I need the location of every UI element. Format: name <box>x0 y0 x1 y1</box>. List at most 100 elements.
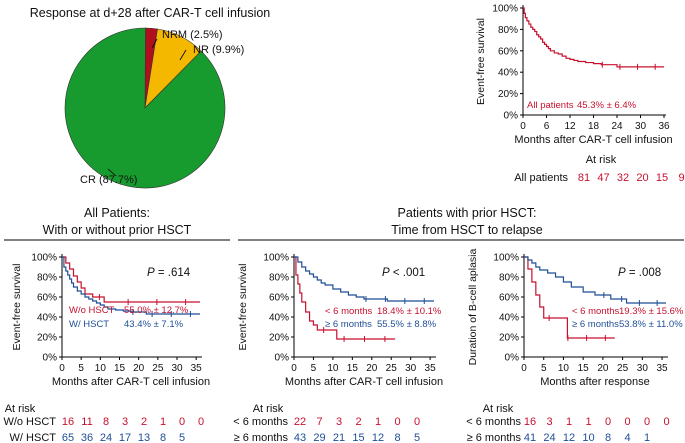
efs_hsct-series-line-0 <box>62 256 200 303</box>
efs_hsct-at-risk-value: 3 <box>122 416 128 428</box>
efs_time-xtick-label: 10 <box>327 363 339 374</box>
efs_time-ytick-label: 100% <box>263 253 289 264</box>
bcell-p-label: P <box>618 267 626 279</box>
efs_time-at-risk-value: 0 <box>394 416 400 428</box>
bcell-xtick-label: 25 <box>617 363 629 374</box>
bcell-xtick-label: 10 <box>558 363 570 374</box>
efs_hsct-xtick-label: 5 <box>78 363 84 374</box>
efs_all-at-risk-value: 81 <box>578 172 590 184</box>
efs_time-xtick-label: 25 <box>386 363 398 374</box>
efs_time-series-line-1 <box>294 256 434 302</box>
bcell-at-risk-value: 8 <box>605 432 611 443</box>
efs_all-legend-value-0: 45.3% ± 6.4% <box>577 100 637 111</box>
bcell-ytick-label: 20% <box>499 333 519 344</box>
efs_time-p-value: P < .001 <box>382 267 425 279</box>
efs_all-xtick-label: 30 <box>635 121 647 132</box>
efs_hsct-ytick-label: 20% <box>37 333 57 344</box>
efs_time-ytick-label: 20% <box>269 333 289 344</box>
bcell-at-risk-value: 24 <box>543 432 555 443</box>
section-title-hsct-2: Time from HSCT to relapse <box>391 223 542 237</box>
bcell-ytick-label: 40% <box>499 313 519 324</box>
efs_time-xtick-label: 0 <box>291 363 297 374</box>
efs_all-at-risk-label: All patients <box>514 172 568 184</box>
efs_time-at-risk-value: 29 <box>313 432 325 443</box>
efs_time-at-risk-value: 0 <box>414 416 420 428</box>
efs_hsct-p-number: = .614 <box>155 267 191 279</box>
efs_all-xtick-label: 36 <box>658 121 670 132</box>
section-title-hsct-1: Patients with prior HSCT: <box>398 206 537 220</box>
pie-label-nrm: NRM (2.5%) <box>162 29 223 41</box>
efs_time-at-risk-value: 21 <box>333 432 345 443</box>
pie-chart: Response at d+28 after CAR-T cell infusi… <box>30 6 270 189</box>
efs_hsct-at-risk-value: 8 <box>103 416 109 428</box>
efs_hsct-at-risk-value: 2 <box>141 416 147 428</box>
efs_all-legend-name-0: All patients <box>527 100 574 111</box>
efs_hsct-legend-name-1: W/ HSCT <box>69 319 109 330</box>
pie-label-cr: CR (87.7%) <box>80 174 137 186</box>
efs_all-xtick-label: 24 <box>611 121 623 132</box>
bcell-p-number: = .008 <box>626 267 662 279</box>
bcell-p-value: P = .008 <box>618 267 661 279</box>
efs_hsct-p-value: P = .614 <box>147 267 191 279</box>
efs_hsct-xtick-label: 0 <box>59 363 65 374</box>
efs_hsct-at-risk-value: 0 <box>198 416 204 428</box>
efs_hsct-at-risk-value: 16 <box>62 416 74 428</box>
bcell-ytick-label: 100% <box>493 253 519 264</box>
efs_hsct-xtick-label: 35 <box>191 363 203 374</box>
efs_hsct-legend-value-1: 43.4% ± 7.1% <box>124 319 184 330</box>
efs_time-xtick-label: 30 <box>405 363 417 374</box>
efs_time-at-risk-value: 7 <box>316 416 322 428</box>
efs_hsct-legend-value-0: 55.0% ± 12.7% <box>124 305 189 316</box>
pie-leader-cr <box>107 168 117 177</box>
efs_time-ytick-label: 40% <box>269 313 289 324</box>
efs_all-xtick-label: 6 <box>544 121 550 132</box>
efs_time-p-number: < .001 <box>390 267 426 279</box>
efs_hsct-at-risk-label: W/ HSCT <box>10 432 57 443</box>
bcell-at-risk-value: 1 <box>644 432 650 443</box>
efs_time-at-risk-value: 15 <box>352 432 364 443</box>
efs_all-at-risk-value: 32 <box>617 172 629 184</box>
bcell-legend-value-1: 53.8% ± 11.0% <box>619 319 683 330</box>
bcell-at-risk-value: 4 <box>624 432 630 443</box>
efs_time-ytick-label: 60% <box>269 293 289 304</box>
efs_all-ylabel: Event-free survival <box>475 18 487 105</box>
pie-leader-nr <box>179 49 187 61</box>
efs_time-xtick-label: 5 <box>311 363 317 374</box>
efs_all-at-risk-header: At risk <box>586 154 617 166</box>
efs_time-at-risk-value: 22 <box>294 416 306 428</box>
bcell-legend-value-0: 19.3% ± 15.6% <box>619 306 684 317</box>
efs_time-at-risk-value: 1 <box>375 416 381 428</box>
efs_hsct-at-risk-header: At risk <box>5 403 36 415</box>
bcell-ytick-label: 60% <box>499 293 519 304</box>
efs_hsct-at-risk-value: 24 <box>100 432 112 443</box>
bcell-at-risk-value: 1 <box>566 416 572 428</box>
efs_hsct-at-risk-value: 11 <box>81 416 92 428</box>
efs_all-at-risk-value: 15 <box>656 172 668 184</box>
efs_hsct-p-label: P <box>147 267 155 279</box>
bcell-xtick-label: 30 <box>637 363 649 374</box>
efs_hsct-xlabel: Months after CAR-T cell infusion <box>52 376 210 388</box>
efs_hsct-at-risk-value: 1 <box>160 416 166 428</box>
bcell-xtick-label: 15 <box>578 363 590 374</box>
bcell-at-risk-value: 1 <box>585 416 591 428</box>
efs_hsct-ytick-label: 80% <box>37 273 57 284</box>
bcell-at-risk-value: 0 <box>644 416 650 428</box>
bcell-at-risk-value: 0 <box>624 416 630 428</box>
efs_all-xlabel: Months after CAR-T cell infusion <box>514 134 672 146</box>
bcell-at-risk-value: 12 <box>563 432 575 443</box>
efs_time-at-risk-value: 43 <box>294 432 306 443</box>
efs_hsct-xtick-label: 25 <box>152 363 164 374</box>
efs_time-xtick-label: 15 <box>347 363 359 374</box>
efs_time-at-risk-value: 12 <box>372 432 384 443</box>
bcell-series-line-1 <box>524 256 666 304</box>
section-title-all-2: With or without prior HSCT <box>43 223 192 237</box>
bcell-at-risk-label: < 6 months <box>466 416 521 428</box>
efs_all-at-risk-value: 9 <box>678 172 684 184</box>
efs_all-series-line-0 <box>523 7 664 68</box>
efs_time-legend-name-0: < 6 months <box>325 306 373 317</box>
efs_hsct-at-risk-value: 8 <box>160 432 166 443</box>
efs_all-ytick-label: 80% <box>498 25 518 36</box>
